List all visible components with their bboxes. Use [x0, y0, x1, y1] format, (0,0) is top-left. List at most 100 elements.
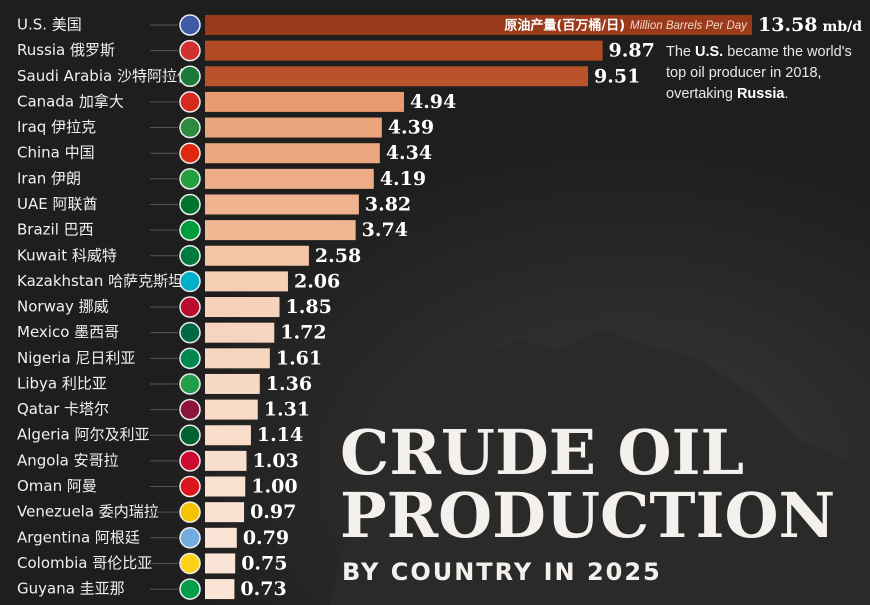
- category-label: Libya 利比亚: [17, 374, 107, 392]
- flag-icon: [179, 219, 201, 241]
- flag-icon: [179, 424, 201, 446]
- value-label: 2.06: [294, 270, 340, 292]
- flag-icon: [179, 14, 201, 36]
- bar: [205, 502, 245, 523]
- bar: [205, 425, 251, 446]
- category-label: Angola 安哥拉: [17, 451, 119, 469]
- flag-icon: [179, 91, 201, 113]
- bar: [205, 399, 258, 420]
- category-label: Oman 阿曼: [17, 477, 97, 495]
- flag-icon: [179, 321, 201, 344]
- flag-icon: [179, 245, 201, 267]
- category-label: Venezuela 委内瑞拉: [17, 503, 159, 521]
- flag-icon: [179, 398, 201, 421]
- category-label: Qatar 卡塔尔: [17, 400, 109, 418]
- value-label: 13.58: [758, 14, 818, 36]
- category-label: Brazil 巴西: [17, 221, 94, 239]
- flag-icon: [179, 578, 201, 600]
- series-label-zh: 原油产量(百万桶/日): [504, 18, 625, 34]
- annotation-text: .: [784, 86, 789, 102]
- unit-label: mb/d: [823, 19, 863, 35]
- category-label: Canada 加拿大: [17, 92, 124, 110]
- backdrop-silhouette: [330, 330, 870, 605]
- category-label: U.S. 美国: [17, 16, 82, 34]
- value-label: 0.73: [240, 578, 286, 600]
- bar: [205, 194, 359, 215]
- annotation-text: Russia: [736, 86, 785, 102]
- category-label: Saudi Arabia 沙特阿拉伯: [17, 67, 192, 85]
- value-label: 4.39: [388, 117, 434, 139]
- bar: [205, 66, 589, 87]
- category-label: Norway 挪威: [17, 298, 109, 316]
- category-label: Mexico 墨西哥: [17, 323, 119, 341]
- value-label: 0.75: [241, 552, 287, 574]
- category-label: Iraq 伊拉克: [17, 118, 96, 136]
- value-label: 4.94: [410, 91, 456, 113]
- value-label: 1.61: [276, 347, 322, 369]
- flag-icon: [179, 475, 201, 498]
- flag-icon: [179, 296, 201, 318]
- series-label: Million Barrels Per Day: [630, 20, 748, 32]
- bar: [205, 271, 288, 292]
- category-label: Argentina 阿根廷: [17, 528, 140, 546]
- value-label: 4.34: [386, 142, 432, 164]
- bar: [205, 476, 246, 497]
- bar: [205, 245, 309, 266]
- category-label: UAE 阿联酋: [17, 195, 98, 213]
- bar: [205, 322, 275, 343]
- bar: [205, 91, 404, 112]
- flag-icon: [179, 552, 201, 575]
- annotation-text: U.S.: [695, 44, 724, 60]
- bar: [205, 579, 235, 600]
- category-label: Russia 俄罗斯: [17, 41, 115, 59]
- bar: [205, 15, 752, 35]
- value-label: 2.58: [315, 245, 361, 267]
- bar: [205, 348, 270, 369]
- flag-icon: [179, 65, 201, 88]
- bar: [205, 553, 236, 574]
- category-label: Kazakhstan 哈萨克斯坦: [17, 272, 183, 290]
- flag-icon: [179, 168, 201, 190]
- value-label: 1.31: [264, 399, 310, 421]
- bar: [205, 450, 247, 471]
- category-label: Iran 伊朗: [17, 169, 81, 187]
- bar: [205, 40, 603, 61]
- flag-icon: [179, 373, 201, 395]
- category-label: Guyana 圭亚那: [17, 580, 125, 598]
- value-label: 4.19: [380, 168, 426, 190]
- value-label: 1.00: [251, 476, 297, 498]
- value-label: 1.03: [252, 450, 298, 472]
- flag-icon: [179, 142, 201, 164]
- bar: [205, 297, 280, 318]
- value-label: 0.97: [250, 501, 296, 523]
- flag-icon: [179, 116, 201, 139]
- bar: [205, 220, 356, 241]
- value-label: 1.14: [257, 424, 303, 446]
- value-label: 9.51: [594, 65, 640, 87]
- value-label: 1.72: [280, 322, 326, 344]
- annotation-text: The: [666, 44, 696, 60]
- value-label: 1.36: [266, 373, 312, 395]
- chart-title: PRODUCTION: [340, 479, 835, 552]
- flag-icon: [179, 450, 201, 472]
- value-label: 3.74: [362, 219, 408, 241]
- flag-icon: [179, 347, 201, 370]
- flag-icon: [179, 501, 201, 523]
- value-label: 3.82: [365, 193, 411, 215]
- annotation-text: became the world's top oil producer in 2…: [666, 44, 852, 102]
- bar: [205, 143, 380, 164]
- value-label: 0.79: [243, 527, 289, 549]
- category-label: Algeria 阿尔及利亚: [17, 426, 149, 444]
- chart-subtitle: BY COUNTRY IN 2025: [342, 558, 662, 586]
- category-label: Kuwait 科威特: [17, 246, 117, 264]
- annotation: The U.S. became the world's top oil prod…: [666, 42, 866, 105]
- category-label: Nigeria 尼日利亚: [17, 349, 135, 367]
- flag-icon: [179, 527, 201, 549]
- bar: [205, 117, 382, 138]
- category-label: Colombia 哥伦比亚: [17, 554, 152, 572]
- flag-icon: [179, 193, 201, 216]
- bar: [205, 168, 374, 189]
- value-label: 9.87: [609, 40, 655, 62]
